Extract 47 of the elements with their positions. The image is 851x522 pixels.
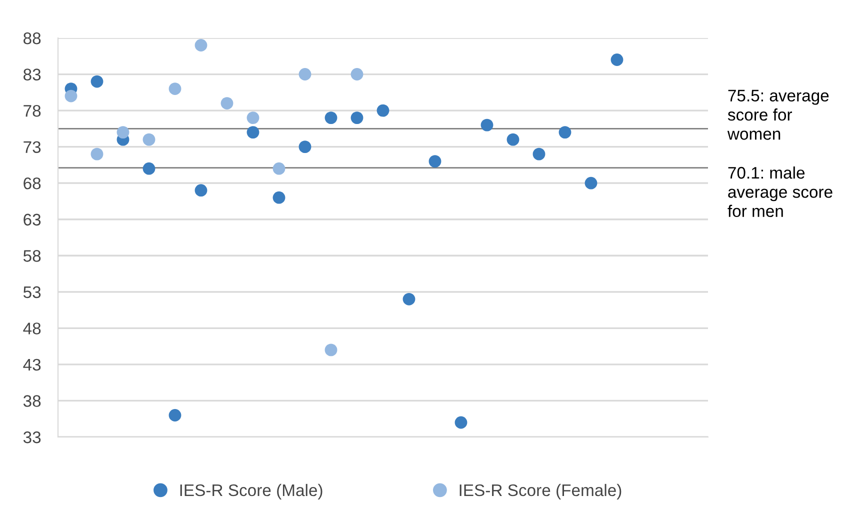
point bbox=[584, 176, 598, 190]
y-tick-label: 63 bbox=[24, 214, 41, 226]
point bbox=[428, 155, 442, 168]
y-tick-label: 53 bbox=[23, 286, 41, 298]
point bbox=[324, 112, 338, 124]
point bbox=[64, 90, 78, 102]
point bbox=[142, 133, 156, 146]
y-tick-label: 48 bbox=[23, 322, 41, 334]
y-tick-label: 38 bbox=[23, 395, 41, 407]
point bbox=[246, 112, 260, 124]
point bbox=[376, 104, 390, 117]
y-tick-label: 58 bbox=[23, 250, 41, 262]
y-tick-label: 88 bbox=[24, 32, 41, 44]
point bbox=[168, 82, 182, 95]
point bbox=[610, 54, 624, 66]
point bbox=[168, 409, 182, 422]
y-tick-label: 33 bbox=[23, 431, 41, 444]
legend-label: IES-R Score (Male) bbox=[180, 484, 322, 500]
point bbox=[194, 39, 208, 52]
y-tick-label: 43 bbox=[23, 358, 41, 371]
point bbox=[194, 184, 208, 197]
point bbox=[246, 126, 260, 139]
point bbox=[272, 191, 286, 204]
point bbox=[90, 148, 104, 160]
y-tick-label: 83 bbox=[24, 68, 41, 80]
point bbox=[532, 148, 546, 160]
point bbox=[298, 68, 312, 80]
point bbox=[272, 162, 286, 175]
ref-line-label: 70.1: male average score for men bbox=[728, 166, 832, 218]
point bbox=[90, 75, 104, 88]
legend-label: IES-R Score (Female) bbox=[460, 484, 622, 500]
point bbox=[298, 140, 312, 154]
point bbox=[480, 118, 494, 132]
ref-line-label: 75.5: average score for women bbox=[727, 90, 829, 140]
point bbox=[220, 97, 234, 110]
point bbox=[350, 68, 364, 80]
point bbox=[454, 416, 468, 429]
point bbox=[142, 162, 156, 175]
y-tick-label: 73 bbox=[24, 141, 41, 154]
y-tick-label: 68 bbox=[24, 177, 41, 190]
y-tick-label: 78 bbox=[24, 104, 41, 117]
point bbox=[324, 344, 338, 356]
point bbox=[116, 126, 130, 139]
point bbox=[558, 126, 572, 139]
point bbox=[350, 112, 364, 124]
point bbox=[506, 133, 520, 146]
point bbox=[402, 292, 416, 306]
